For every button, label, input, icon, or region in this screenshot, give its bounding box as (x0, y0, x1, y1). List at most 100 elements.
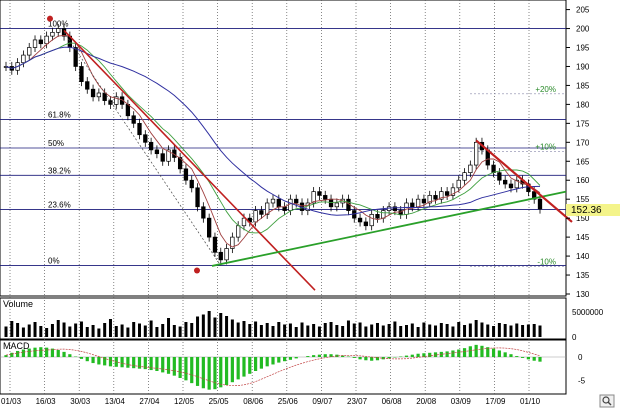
x-tick-label: 08/06 (243, 397, 264, 406)
y-tick-label: 190 (576, 62, 590, 71)
volume-bar (68, 327, 71, 338)
macd-bar (538, 357, 541, 362)
x-tick-label: 13/04 (105, 397, 126, 406)
macd-bar (179, 357, 182, 378)
y-tick-label: 195 (576, 44, 590, 53)
candle-body (364, 222, 368, 226)
x-tick-label: 12/05 (174, 397, 195, 406)
macd-bar (184, 357, 187, 380)
volume-bar (10, 321, 13, 337)
volume-bar (521, 325, 524, 337)
y-tick-label: 200 (576, 25, 590, 34)
volume-bar (132, 322, 135, 337)
volume-bar (527, 325, 530, 338)
macd-bar (260, 357, 263, 369)
macd-bar (469, 346, 472, 357)
macd-bar (475, 345, 478, 357)
macd-bar (457, 350, 460, 357)
macd-bar (33, 348, 36, 357)
volume-bar (86, 327, 89, 337)
candle-body (277, 199, 281, 207)
volume-bar (376, 323, 379, 337)
candle-body (289, 199, 293, 210)
macd-bar (295, 357, 298, 358)
macd-bar (509, 354, 512, 357)
volume-bar (509, 326, 512, 338)
y-tick-label: 175 (576, 119, 590, 128)
candle-body (318, 192, 322, 196)
candle-body (132, 116, 136, 124)
fibonacci-label: 23.6% (48, 200, 71, 209)
x-tick-label: 01/03 (1, 397, 22, 406)
volume-bar (422, 323, 425, 338)
macd-bar (515, 356, 518, 357)
candle-body (144, 135, 148, 143)
volume-bar (45, 328, 48, 337)
macd-bar (521, 357, 524, 358)
macd-bar (62, 352, 65, 357)
candle-body (376, 214, 380, 218)
macd-bar (266, 357, 269, 366)
candle-body (213, 237, 217, 252)
volume-bar (34, 322, 37, 337)
volume-bar (150, 321, 153, 338)
macd-bar (254, 357, 257, 371)
macd-bar (411, 355, 414, 357)
volume-bar (405, 325, 408, 337)
macd-bar (120, 357, 123, 367)
macd-bar (283, 357, 286, 361)
candle-body (80, 66, 84, 81)
x-tick-label: 17/09 (485, 397, 506, 406)
volume-bar (498, 323, 501, 337)
candle-body (138, 123, 142, 134)
volume-bar (393, 322, 396, 338)
macd-bar (480, 346, 483, 357)
volume-bar (231, 320, 234, 338)
candle-body (184, 169, 188, 180)
macd-bar (213, 357, 216, 389)
macd-bar (219, 357, 222, 387)
volume-bar (80, 322, 83, 338)
volume-bar (347, 321, 350, 338)
macd-bar (126, 357, 129, 368)
macd-bar (91, 357, 94, 363)
macd-bar (68, 354, 71, 357)
volume-bar (97, 329, 100, 338)
candle-body (323, 195, 327, 199)
volume-bar (382, 326, 385, 338)
y-tick-label: 185 (576, 81, 590, 90)
macd-bar (446, 351, 449, 357)
macd-bar (132, 357, 135, 368)
candle-body (474, 142, 478, 165)
volume-bar (28, 325, 31, 338)
candle-body (225, 248, 229, 259)
last-price-label: 152.36 (571, 205, 602, 216)
candle-body (85, 82, 89, 90)
low-pivot-marker (194, 267, 200, 273)
volume-bar (254, 322, 257, 338)
candle-body (74, 48, 78, 67)
high-pivot-marker (47, 16, 53, 22)
volume-bar (272, 326, 275, 337)
volume-bar (138, 324, 141, 338)
candle-body (503, 180, 507, 184)
candle-body (260, 211, 264, 215)
macd-bar (428, 353, 431, 357)
magnifier-icon[interactable] (600, 395, 614, 407)
y-tick-label: 170 (576, 138, 590, 147)
volume-y-tick-label: 0 (572, 333, 577, 342)
macd-bar (39, 347, 42, 357)
percent-marker-label: +10% (535, 142, 556, 151)
candle-body (509, 184, 513, 188)
volume-bar (399, 326, 402, 337)
macd-bar (10, 353, 13, 357)
macd-title: MACD (3, 341, 30, 351)
y-tick-label: 160 (576, 176, 590, 185)
macd-y-tick-label: 0 (578, 353, 583, 362)
volume-bar (492, 326, 495, 337)
volume-bar (103, 323, 106, 337)
x-tick-label: 20/08 (416, 397, 437, 406)
candle-body (97, 93, 101, 97)
fibonacci-label: 0% (48, 257, 60, 266)
candle-body (370, 214, 374, 225)
